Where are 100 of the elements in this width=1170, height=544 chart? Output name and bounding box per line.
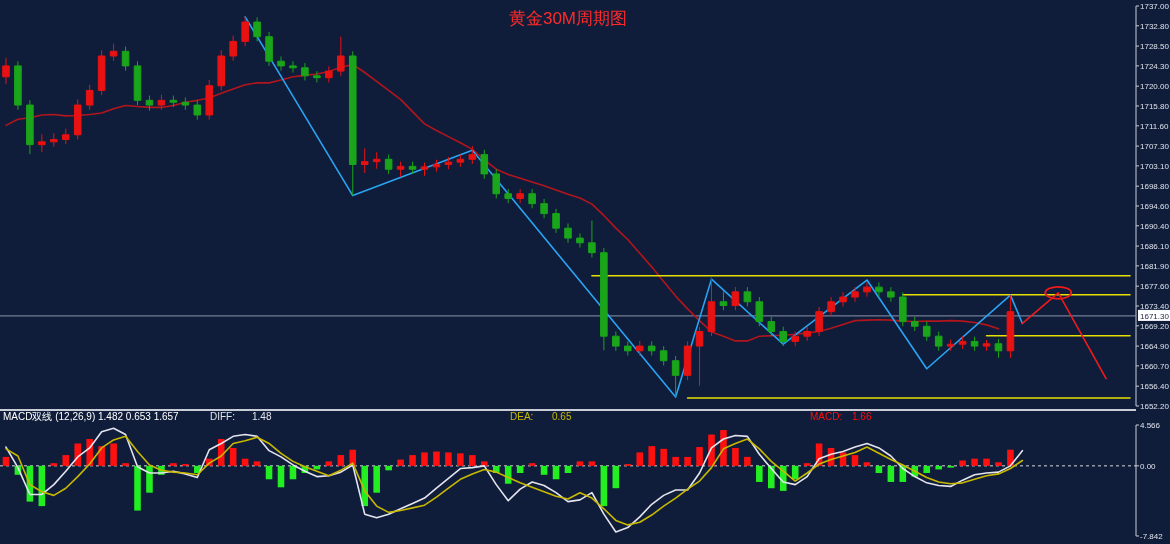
y-tick-label: 1673.40 bbox=[1140, 302, 1170, 311]
bar bbox=[803, 463, 811, 466]
candlestick bbox=[899, 291, 907, 327]
candlestick bbox=[827, 296, 835, 317]
candlestick bbox=[624, 340, 632, 357]
candlestick bbox=[38, 133, 46, 153]
bar bbox=[863, 462, 871, 466]
y-tick-label: 1690.40 bbox=[1140, 221, 1170, 231]
candlestick bbox=[695, 326, 704, 387]
bar bbox=[170, 463, 177, 466]
candlestick bbox=[14, 60, 22, 111]
candlestick bbox=[815, 306, 823, 337]
candlestick bbox=[456, 154, 465, 168]
y-tick-label: 1681.90 bbox=[1140, 261, 1170, 271]
candlestick bbox=[325, 65, 333, 83]
y-tick-label: 1664.90 bbox=[1140, 342, 1170, 352]
candlestick bbox=[851, 286, 859, 303]
y-tick-label: 1737.00 bbox=[1140, 2, 1170, 11]
y-tick-label: 1715.80 bbox=[1140, 102, 1170, 111]
bar bbox=[744, 456, 751, 466]
candlestick bbox=[50, 132, 58, 148]
text: 1.66 bbox=[852, 411, 872, 422]
candlestick bbox=[671, 355, 680, 398]
bar bbox=[373, 465, 380, 493]
candlestick bbox=[576, 232, 584, 249]
candlestick bbox=[922, 321, 931, 342]
candlestick bbox=[241, 16, 249, 47]
y-tick-label: 1707.30 bbox=[1140, 142, 1170, 152]
bar bbox=[887, 465, 895, 482]
candlestick bbox=[635, 340, 644, 357]
candlestick bbox=[994, 338, 1003, 359]
candlestick bbox=[360, 147, 369, 174]
y-tick-label: 1652.20 bbox=[1140, 402, 1170, 411]
bar bbox=[146, 465, 153, 493]
bar bbox=[696, 447, 703, 466]
y-tick-label: 1732.80 bbox=[1140, 21, 1170, 31]
candlestick bbox=[779, 326, 788, 347]
bar bbox=[457, 453, 464, 466]
candlestick bbox=[468, 145, 477, 165]
bar bbox=[756, 465, 763, 482]
bar bbox=[959, 460, 966, 466]
candlestick bbox=[887, 286, 895, 303]
candlestick bbox=[372, 151, 381, 170]
candlestick bbox=[109, 43, 118, 62]
y-tick-label: 1724.30 bbox=[1140, 61, 1170, 71]
bar bbox=[325, 461, 333, 466]
candlestick bbox=[229, 35, 237, 62]
y-tick-label: 1703.10 bbox=[1140, 161, 1170, 171]
candlestick bbox=[73, 98, 82, 140]
candlestick bbox=[839, 291, 847, 307]
y-tick-label: 1720.00 bbox=[1140, 82, 1170, 92]
text: 1.48 bbox=[252, 411, 272, 422]
candlestick bbox=[743, 286, 752, 307]
candlestick bbox=[253, 16, 261, 42]
candlestick bbox=[647, 340, 656, 357]
bar bbox=[648, 446, 655, 466]
chart-title: 黄金30M周期图 bbox=[508, 9, 628, 28]
candlestick bbox=[61, 128, 70, 145]
bar bbox=[421, 452, 428, 466]
candlestick bbox=[348, 50, 357, 197]
bar bbox=[983, 458, 990, 466]
bar bbox=[62, 455, 70, 466]
bar bbox=[397, 459, 404, 466]
candlestick bbox=[731, 286, 740, 311]
candlestick bbox=[121, 46, 130, 72]
candlestick bbox=[480, 149, 489, 180]
candlestick bbox=[910, 316, 919, 332]
bar bbox=[971, 458, 978, 466]
bar bbox=[409, 455, 416, 466]
y-tick-label: 1677.60 bbox=[1140, 282, 1170, 292]
text: DEA: bbox=[510, 411, 534, 422]
candlestick bbox=[193, 99, 202, 121]
candlestick bbox=[504, 188, 512, 204]
candlestick bbox=[791, 330, 799, 347]
candlestick bbox=[217, 49, 226, 91]
candlestick bbox=[444, 156, 453, 170]
y-tick-label: 1728.50 bbox=[1140, 42, 1170, 52]
text: MACD双线 (12,26,9) 1.482 0.653 1.657 bbox=[3, 411, 180, 422]
bar bbox=[600, 465, 608, 507]
bar bbox=[732, 447, 739, 466]
y-tick-label: 4.566 bbox=[1140, 421, 1161, 430]
candlestick bbox=[492, 168, 501, 199]
candlestick bbox=[803, 326, 811, 342]
bar bbox=[660, 448, 667, 466]
bar bbox=[50, 463, 58, 466]
candlestick bbox=[875, 281, 883, 298]
bar bbox=[469, 455, 476, 466]
candlestick bbox=[982, 339, 991, 352]
candlestick bbox=[26, 99, 34, 155]
ref-line-label: 1671.30 bbox=[1140, 311, 1170, 321]
bar bbox=[923, 465, 931, 473]
candlestick bbox=[181, 97, 190, 111]
bar bbox=[636, 452, 644, 466]
candlestick bbox=[133, 60, 142, 106]
y-tick-label: -7.842 bbox=[1140, 532, 1164, 541]
candlestick bbox=[205, 79, 214, 121]
candlestick bbox=[2, 57, 10, 85]
candlestick bbox=[755, 296, 764, 327]
bar bbox=[134, 465, 141, 511]
bar bbox=[385, 465, 392, 471]
